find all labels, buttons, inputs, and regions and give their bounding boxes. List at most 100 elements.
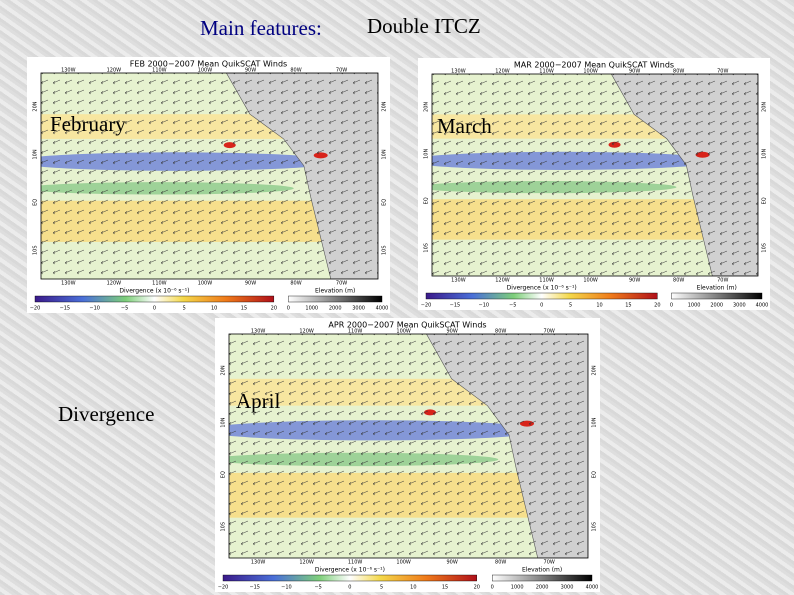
lon-label: 100W bbox=[583, 278, 598, 284]
lon-label: 110W bbox=[539, 278, 554, 284]
div-tick: −5 bbox=[121, 306, 128, 312]
lon-label: 80W bbox=[673, 69, 684, 75]
div-tick: 5 bbox=[380, 585, 383, 591]
lat-label: 10N bbox=[762, 149, 768, 159]
wind-field bbox=[432, 74, 758, 276]
lon-label: 110W bbox=[152, 281, 167, 287]
lat-label: 10N bbox=[33, 149, 39, 159]
lat-label: 20N bbox=[424, 102, 430, 112]
elev-tick: 0 bbox=[670, 303, 673, 309]
lat-label: EQ bbox=[592, 471, 598, 478]
map-frame bbox=[40, 72, 379, 280]
elev-tick: 2000 bbox=[536, 585, 549, 591]
lat-label: 20N bbox=[33, 101, 39, 111]
lon-label: 100W bbox=[583, 69, 598, 75]
div-tick: 10 bbox=[410, 585, 416, 591]
div-tick: 5 bbox=[183, 306, 186, 312]
lat-label: 10S bbox=[33, 245, 39, 255]
lon-label: 120W bbox=[299, 329, 314, 335]
map-area bbox=[41, 73, 378, 279]
elev-tick: 3000 bbox=[352, 306, 365, 312]
div-tick: 10 bbox=[211, 306, 217, 312]
elev-label: Elevation (m) bbox=[697, 285, 737, 292]
div-colorbar bbox=[222, 574, 478, 582]
elev-tick: 0 bbox=[491, 585, 494, 591]
lat-label: 20N bbox=[762, 102, 768, 112]
div-tick: −10 bbox=[479, 303, 490, 309]
lon-label: 90W bbox=[629, 278, 640, 284]
lat-label: 20N bbox=[382, 101, 388, 111]
lon-label: 100W bbox=[198, 68, 213, 74]
lat-label: 10S bbox=[424, 243, 430, 253]
lat-label: 10N bbox=[221, 417, 227, 427]
lat-label: 10S bbox=[382, 245, 388, 255]
lon-label: 70W bbox=[544, 560, 555, 566]
lat-label: 10S bbox=[592, 522, 598, 532]
elev-tick: 3000 bbox=[733, 303, 746, 309]
lon-label: 80W bbox=[495, 329, 506, 335]
div-tick: 5 bbox=[569, 303, 572, 309]
lon-label: 130W bbox=[61, 68, 76, 74]
div-tick: 0 bbox=[153, 306, 156, 312]
map-figure: FEB 2000−2007 Mean QuikSCAT Winds 130W 130… bbox=[30, 60, 389, 312]
lon-label: 90W bbox=[447, 329, 458, 335]
elev-colorbar bbox=[288, 295, 383, 303]
lon-label: 120W bbox=[495, 278, 510, 284]
lon-label: 130W bbox=[251, 329, 266, 335]
div-tick: −15 bbox=[60, 306, 71, 312]
lon-label: 130W bbox=[451, 278, 466, 284]
lon-label: 120W bbox=[107, 68, 122, 74]
lon-label: 100W bbox=[396, 560, 411, 566]
map-title: MAR 2000−2007 Mean QuikSCAT Winds bbox=[514, 61, 674, 70]
lon-label: 90W bbox=[245, 68, 256, 74]
div-tick: −10 bbox=[281, 585, 292, 591]
lon-label: 70W bbox=[717, 69, 728, 75]
div-tick: −5 bbox=[509, 303, 516, 309]
div-tick: 0 bbox=[348, 585, 351, 591]
elev-colorbar bbox=[671, 292, 763, 300]
map-panel: MAR 2000−2007 Mean QuikSCAT Winds 130W 130… bbox=[418, 58, 770, 310]
elev-tick: 0 bbox=[287, 306, 290, 312]
elev-label: Elevation (m) bbox=[522, 567, 562, 574]
map-frame bbox=[228, 333, 589, 559]
lon-label: 110W bbox=[539, 69, 554, 75]
div-tick: −15 bbox=[450, 303, 461, 309]
div-tick: 20 bbox=[271, 306, 277, 312]
lat-label: 10N bbox=[382, 149, 388, 159]
map-area bbox=[229, 334, 588, 558]
div-tick: −10 bbox=[89, 306, 100, 312]
elev-tick: 4000 bbox=[376, 306, 389, 312]
div-tick: −5 bbox=[314, 585, 321, 591]
elev-tick: 4000 bbox=[756, 303, 769, 309]
lon-label: 80W bbox=[290, 68, 301, 74]
elev-tick: 1000 bbox=[688, 303, 701, 309]
map-title: APR 2000−2007 Mean QuikSCAT Winds bbox=[328, 321, 486, 330]
wind-field bbox=[229, 334, 588, 558]
lat-label: EQ bbox=[424, 197, 430, 204]
div-tick: 15 bbox=[241, 306, 247, 312]
div-tick: 15 bbox=[442, 585, 448, 591]
lat-label: 20N bbox=[221, 365, 227, 375]
lon-label: 110W bbox=[152, 68, 167, 74]
lon-label: 120W bbox=[107, 281, 122, 287]
div-colorbar bbox=[34, 295, 275, 303]
lat-label: EQ bbox=[762, 197, 768, 204]
lon-label: 110W bbox=[348, 329, 363, 335]
elev-tick: 1000 bbox=[305, 306, 318, 312]
month-label: March bbox=[437, 114, 492, 138]
div-tick: 0 bbox=[540, 303, 543, 309]
div-tick: −15 bbox=[249, 585, 260, 591]
div-label: Divergence (x 10⁻⁶ s⁻¹) bbox=[119, 288, 189, 295]
lat-label: 10S bbox=[221, 522, 227, 532]
map-frame bbox=[431, 73, 759, 277]
map-area bbox=[432, 74, 758, 276]
div-label: Divergence (x 10⁻⁶ s⁻¹) bbox=[315, 567, 385, 574]
lon-label: 130W bbox=[251, 560, 266, 566]
map-title: FEB 2000−2007 Mean QuikSCAT Winds bbox=[130, 60, 287, 69]
div-colorbar bbox=[425, 292, 658, 300]
div-tick: 20 bbox=[474, 585, 480, 591]
lon-label: 120W bbox=[495, 69, 510, 75]
lon-label: 90W bbox=[245, 281, 256, 287]
lat-label: 10S bbox=[762, 243, 768, 253]
